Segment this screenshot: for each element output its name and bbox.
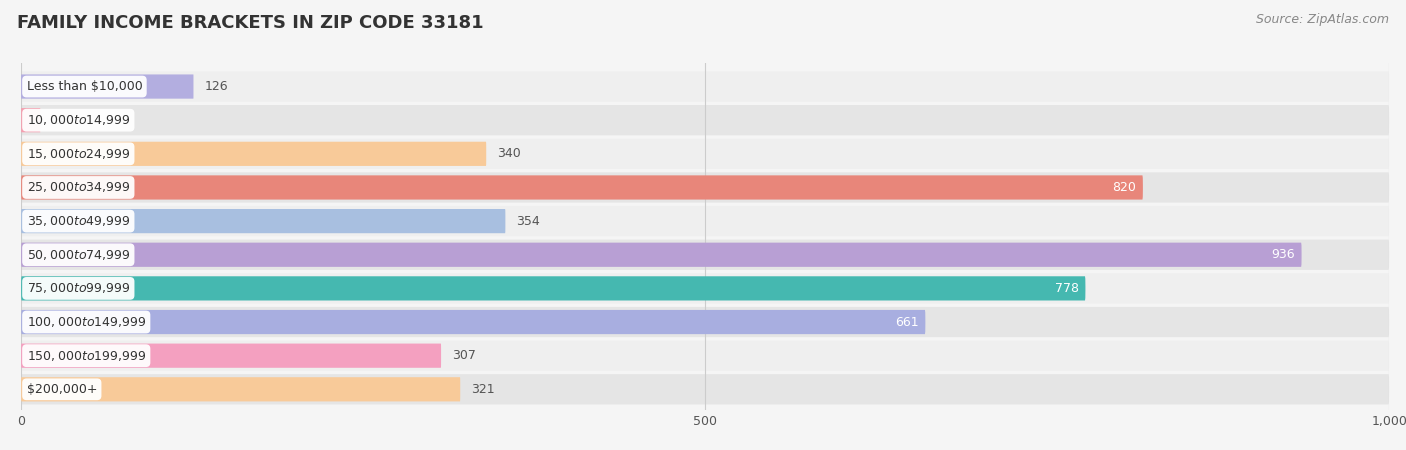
Text: $200,000+: $200,000+ xyxy=(27,383,97,396)
Text: 354: 354 xyxy=(516,215,540,228)
Text: Source: ZipAtlas.com: Source: ZipAtlas.com xyxy=(1256,14,1389,27)
FancyBboxPatch shape xyxy=(21,172,1389,202)
FancyBboxPatch shape xyxy=(21,276,1085,301)
FancyBboxPatch shape xyxy=(21,142,486,166)
FancyBboxPatch shape xyxy=(21,72,1389,102)
Text: Less than $10,000: Less than $10,000 xyxy=(27,80,142,93)
Text: 14: 14 xyxy=(51,114,67,127)
Text: $100,000 to $149,999: $100,000 to $149,999 xyxy=(27,315,146,329)
FancyBboxPatch shape xyxy=(21,74,194,99)
FancyBboxPatch shape xyxy=(21,307,1389,337)
Text: 661: 661 xyxy=(894,315,918,328)
Text: 307: 307 xyxy=(451,349,475,362)
Text: $15,000 to $24,999: $15,000 to $24,999 xyxy=(27,147,131,161)
Text: $35,000 to $49,999: $35,000 to $49,999 xyxy=(27,214,131,228)
FancyBboxPatch shape xyxy=(21,377,460,401)
Text: FAMILY INCOME BRACKETS IN ZIP CODE 33181: FAMILY INCOME BRACKETS IN ZIP CODE 33181 xyxy=(17,14,484,32)
FancyBboxPatch shape xyxy=(21,239,1389,270)
Text: 321: 321 xyxy=(471,383,495,396)
FancyBboxPatch shape xyxy=(21,139,1389,169)
FancyBboxPatch shape xyxy=(21,374,1389,405)
FancyBboxPatch shape xyxy=(21,243,1302,267)
Text: $25,000 to $34,999: $25,000 to $34,999 xyxy=(27,180,131,194)
FancyBboxPatch shape xyxy=(21,176,1143,200)
Text: 820: 820 xyxy=(1112,181,1136,194)
FancyBboxPatch shape xyxy=(21,206,1389,236)
FancyBboxPatch shape xyxy=(21,209,505,233)
FancyBboxPatch shape xyxy=(21,343,441,368)
FancyBboxPatch shape xyxy=(21,105,1389,135)
Text: 340: 340 xyxy=(498,147,520,160)
Text: $150,000 to $199,999: $150,000 to $199,999 xyxy=(27,349,146,363)
Text: 778: 778 xyxy=(1054,282,1078,295)
Text: $10,000 to $14,999: $10,000 to $14,999 xyxy=(27,113,131,127)
Text: 936: 936 xyxy=(1271,248,1295,261)
Text: $50,000 to $74,999: $50,000 to $74,999 xyxy=(27,248,131,262)
FancyBboxPatch shape xyxy=(21,273,1389,304)
FancyBboxPatch shape xyxy=(21,310,925,334)
Text: $75,000 to $99,999: $75,000 to $99,999 xyxy=(27,281,131,295)
FancyBboxPatch shape xyxy=(21,341,1389,371)
FancyBboxPatch shape xyxy=(21,108,41,132)
Text: 126: 126 xyxy=(204,80,228,93)
